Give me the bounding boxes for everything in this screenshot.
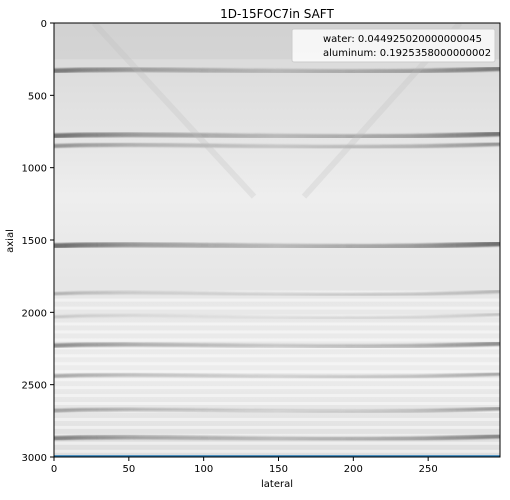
y-axis: 0 500 1000 1500 2000 2500 3000 — [22, 19, 54, 464]
dark-band — [54, 433, 500, 442]
y-tick-label: 0 — [41, 19, 47, 30]
x-tick-label: 250 — [419, 464, 438, 475]
y-tick-label: 500 — [28, 91, 47, 102]
x-axis-label: lateral — [261, 479, 293, 490]
y-tick-label: 1000 — [22, 164, 47, 175]
x-tick-label: 150 — [269, 464, 288, 475]
y-tick-label: 1500 — [22, 236, 47, 247]
x-tick-label: 200 — [344, 464, 363, 475]
y-tick-label: 3000 — [22, 453, 47, 464]
dark-band — [54, 406, 500, 414]
chart-title: 1D-15FOC7in SAFT — [220, 7, 334, 21]
legend-entry: aluminum: 0.1925358000000002 — [323, 48, 491, 59]
dark-band — [54, 289, 500, 296]
dark-band — [54, 131, 500, 139]
x-axis: 0 50 100 150 200 250 — [51, 457, 438, 475]
dark-band — [54, 241, 500, 250]
legend-entry: water: 0.044925020000000045 — [323, 34, 482, 45]
heatmap-image — [54, 23, 500, 457]
y-tick-label: 2500 — [22, 381, 47, 392]
x-tick-label: 100 — [194, 464, 213, 475]
dark-band — [54, 141, 500, 149]
x-tick-label: 50 — [122, 464, 135, 475]
legend: water: 0.044925020000000045 aluminum: 0.1… — [291, 28, 496, 63]
y-axis-label: axial — [5, 229, 16, 253]
dark-band — [54, 66, 500, 74]
dark-band — [54, 313, 500, 319]
x-tick-label: 0 — [51, 464, 57, 475]
dark-band — [54, 372, 500, 379]
legend-box — [291, 28, 496, 63]
dark-band — [54, 341, 500, 349]
plot-area — [53, 22, 501, 458]
y-tick-label: 2000 — [22, 308, 47, 319]
